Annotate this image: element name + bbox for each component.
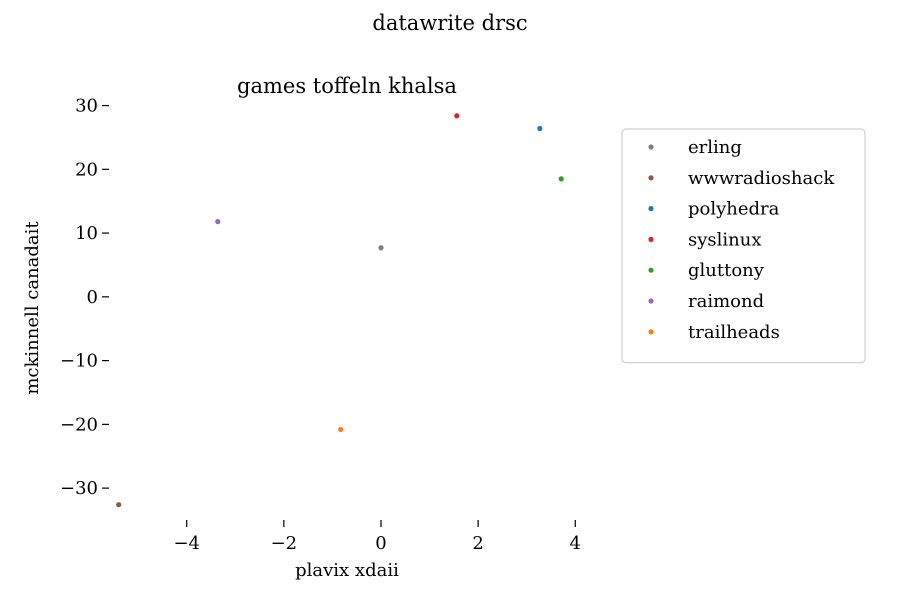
y-tick-label: 20 bbox=[75, 159, 98, 180]
legend-marker bbox=[648, 175, 654, 181]
y-axis-label: mckinnell canadait bbox=[22, 221, 43, 395]
y-tick-label: 30 bbox=[75, 96, 98, 117]
legend-label: syslinux bbox=[688, 229, 762, 250]
data-point-gluttony bbox=[558, 176, 564, 182]
legend-label: raimond bbox=[688, 291, 764, 312]
data-point-syslinux bbox=[454, 113, 460, 119]
legend-marker bbox=[648, 144, 654, 150]
legend-label: polyhedra bbox=[688, 199, 780, 220]
legend-marker bbox=[648, 298, 654, 304]
legend-label: erling bbox=[688, 137, 742, 158]
x-tick-label: 4 bbox=[570, 533, 581, 554]
legend-marker bbox=[648, 267, 654, 273]
data-point-polyhedra bbox=[537, 125, 543, 132]
x-axis-label: plavix xdaii bbox=[295, 560, 399, 581]
y-tick-label: 10 bbox=[75, 223, 98, 244]
data-point-raimond bbox=[215, 219, 221, 225]
data-point-erling bbox=[378, 245, 384, 251]
legend-label: gluttony bbox=[688, 260, 765, 281]
data-point-trailheads bbox=[338, 426, 344, 433]
legend-label: wwwradioshack bbox=[688, 168, 835, 189]
data-points bbox=[116, 113, 564, 508]
x-tick-label: −4 bbox=[173, 533, 200, 554]
legend-label: trailheads bbox=[688, 322, 780, 343]
y-axis-ticks: 30 20 10 0 −10 −20 −30 bbox=[60, 96, 109, 499]
legend-marker bbox=[648, 206, 654, 212]
y-tick-label: −10 bbox=[60, 351, 98, 372]
legend-marker bbox=[648, 329, 654, 335]
legend-marker bbox=[648, 236, 654, 242]
figure-suptitle: datawrite drsc bbox=[372, 11, 527, 35]
chart-title: games toffeln khalsa bbox=[237, 74, 457, 98]
y-tick-label: −30 bbox=[60, 478, 98, 499]
x-axis-ticks: −4 −2 0 2 4 bbox=[173, 520, 581, 554]
x-tick-label: 0 bbox=[375, 533, 386, 554]
data-point-wwwradioshack bbox=[116, 502, 122, 508]
x-tick-label: −2 bbox=[271, 533, 298, 554]
x-tick-label: 2 bbox=[472, 533, 483, 554]
y-tick-label: 0 bbox=[87, 287, 98, 308]
legend-box bbox=[621, 128, 866, 364]
y-tick-label: −20 bbox=[60, 414, 98, 435]
legend: erling wwwradioshack polyhedra syslinux glut… bbox=[621, 128, 866, 364]
